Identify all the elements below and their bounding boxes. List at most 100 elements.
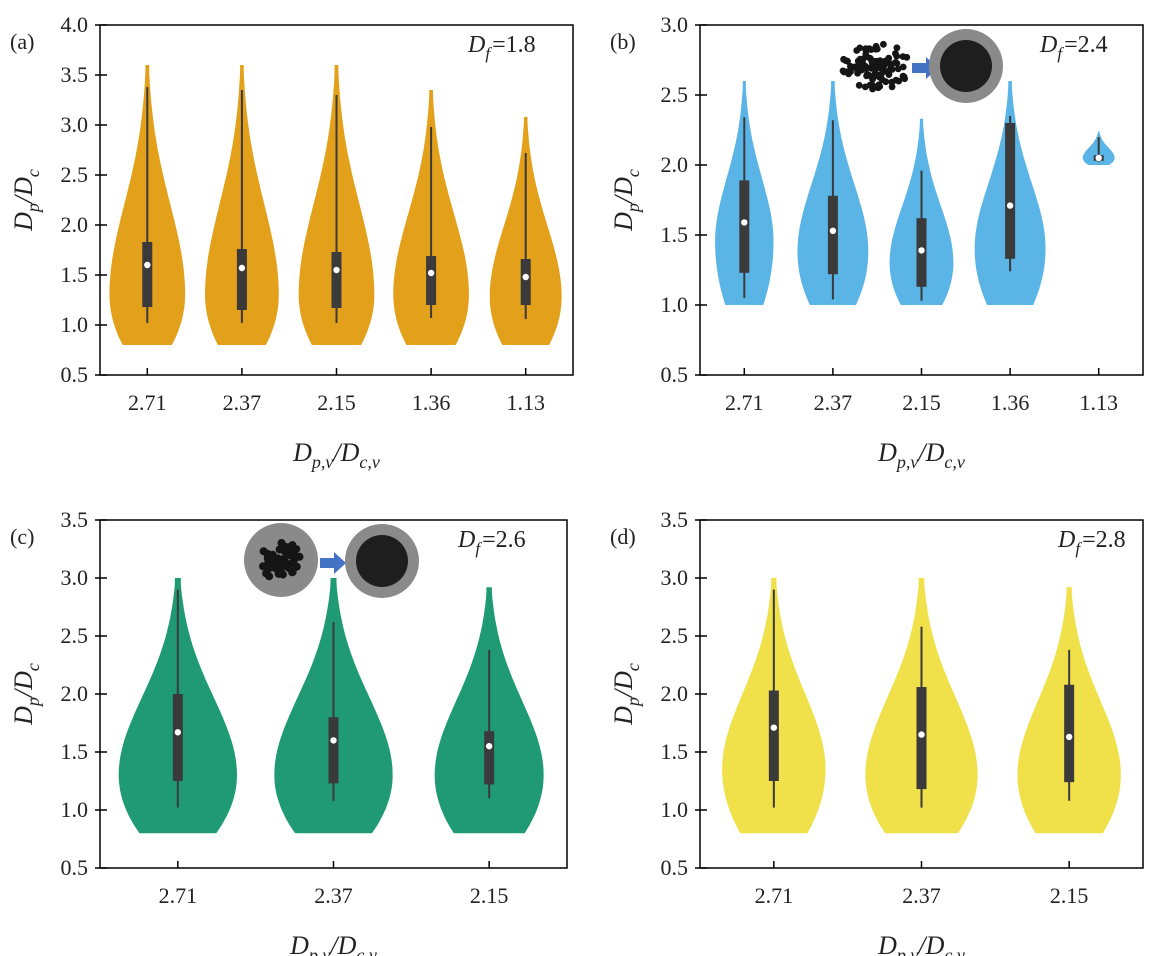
monomer-particle	[847, 68, 854, 76]
monomer-particle	[880, 40, 887, 48]
violin-median-marker	[1006, 202, 1014, 209]
embedded-aggregate-icon	[244, 523, 318, 597]
x-axis-label-part: /	[331, 438, 343, 467]
y-axis-label: Dp/Dc	[609, 169, 643, 232]
panel-a: 0.5 1.0 1.5 2.0 2.5 3.0 3.5 4.0 2.71 2.37 2.15 1.36…	[9, 12, 574, 472]
violin-median-marker	[427, 269, 435, 277]
arrow-icon	[320, 552, 346, 574]
monomer-particle	[891, 59, 899, 66]
x-axis-label-part: /	[916, 931, 928, 956]
monomer-particle	[288, 541, 297, 550]
y-tick-label: 2.5	[61, 623, 89, 648]
violin-iqr-box	[142, 242, 153, 307]
monomer-particle	[875, 81, 883, 89]
violin-iqr-box	[739, 180, 750, 273]
y-tick-label: 1.0	[661, 292, 689, 317]
violin	[118, 578, 237, 834]
df-symbol: D	[457, 527, 475, 553]
y-axis-label-part: /	[9, 687, 38, 699]
y-tick-label: 2.0	[61, 212, 89, 237]
x-tick-label: 2.71	[128, 390, 167, 415]
fractal-aggregate-icon	[839, 40, 911, 93]
monomer-particle	[840, 55, 847, 63]
fractal-dimension-label: Df=2.4	[1039, 32, 1108, 63]
y-axis-label-part: D	[9, 212, 38, 232]
y-axis-label-part: /	[609, 193, 638, 205]
y-axis-label: Dp/Dc	[609, 663, 643, 726]
monomer-particle	[869, 57, 876, 65]
x-tick-label: 2.15	[1050, 883, 1089, 908]
coated-sphere-icon	[929, 29, 1003, 103]
y-axis-label-part: D	[609, 177, 638, 197]
violin	[393, 90, 469, 345]
violin-iqr-box	[768, 690, 779, 781]
df-value: =2.6	[482, 527, 526, 553]
y-tick-label: 2.0	[61, 681, 89, 706]
violin-iqr-box	[827, 195, 838, 275]
x-axis-label-part: D	[877, 931, 897, 956]
y-tick-label: 2.5	[661, 82, 689, 107]
y-tick-label: 3.5	[61, 507, 89, 532]
violin-median-marker	[238, 264, 246, 272]
panel-label: (b)	[610, 29, 636, 54]
violin	[489, 117, 562, 345]
monomer-particle	[855, 81, 863, 89]
y-tick-label: 1.5	[61, 739, 89, 764]
violin-median-marker	[485, 743, 493, 750]
violin-median-marker	[174, 729, 182, 736]
x-axis-label-part: D	[289, 931, 309, 956]
y-axis-label-part: /	[609, 687, 638, 699]
monomer-particle	[893, 44, 901, 52]
x-tick-label: 1.13	[1079, 390, 1118, 415]
y-axis-label-part: D	[9, 671, 38, 691]
df-subscript: f	[485, 44, 492, 63]
monomer-particle	[861, 83, 869, 91]
x-tick-label: 2.37	[814, 390, 853, 415]
panel-b: 0.5 1.0 1.5 2.0 2.5 3.0 2.71 2.37 2.15 1.36 1.13 (b…	[609, 12, 1144, 472]
arrow-head	[334, 552, 346, 574]
y-tick-label: 3.0	[661, 12, 689, 37]
y-tick-label: 2.5	[61, 162, 89, 187]
monomer-particle	[263, 549, 272, 558]
y-tick-label: 0.5	[661, 855, 689, 880]
y-tick-label: 4.0	[61, 12, 89, 37]
coated-sphere-icon	[345, 524, 419, 598]
violin-median-marker	[1095, 154, 1102, 162]
monomer-particle	[867, 46, 875, 53]
monomer-particle	[863, 72, 870, 80]
y-axis-label: Dp/Dc	[9, 663, 43, 726]
df-symbol: D	[1039, 32, 1057, 58]
violin	[715, 81, 774, 305]
panel-d: 0.5 1.0 1.5 2.0 2.5 3.0 3.5 2.71 2.37 2.15 (d) Df=2…	[609, 507, 1144, 956]
x-axis-label: Dp,v/Dc,v	[292, 438, 380, 472]
y-tick-label: 1.0	[61, 797, 89, 822]
y-tick-label: 3.0	[661, 565, 689, 590]
violin-median-marker	[741, 219, 748, 226]
x-axis-label-part: D	[925, 438, 945, 467]
violin	[1082, 131, 1115, 165]
y-tick-label: 0.5	[61, 362, 89, 387]
x-axis-label-part: D	[292, 438, 312, 467]
y-tick-label: 1.5	[661, 739, 689, 764]
violin-iqr-box	[426, 256, 437, 305]
monomer-particle	[899, 72, 907, 80]
y-tick-label: 1.0	[61, 312, 89, 337]
violin-median-marker	[144, 261, 151, 269]
y-axis-label-part: D	[609, 671, 638, 691]
y-axis-label-part: p	[623, 203, 643, 214]
x-axis-label-part: D	[340, 438, 360, 467]
violin-median-marker	[918, 731, 925, 738]
panel-label: (d)	[610, 524, 636, 549]
violin	[109, 65, 186, 345]
x-axis-label-part: D	[337, 931, 357, 956]
monomer-particle	[277, 539, 286, 547]
monomer-particle	[872, 63, 879, 71]
df-value: =1.8	[492, 32, 536, 58]
y-tick-label: 2.5	[661, 623, 689, 648]
y-tick-label: 1.5	[61, 262, 89, 287]
violin-median-marker	[770, 724, 778, 731]
y-tick-label: 2.0	[661, 681, 689, 706]
violin-median-marker	[333, 266, 340, 274]
x-axis-label-part: D	[925, 931, 945, 956]
sphere-core	[940, 40, 992, 92]
